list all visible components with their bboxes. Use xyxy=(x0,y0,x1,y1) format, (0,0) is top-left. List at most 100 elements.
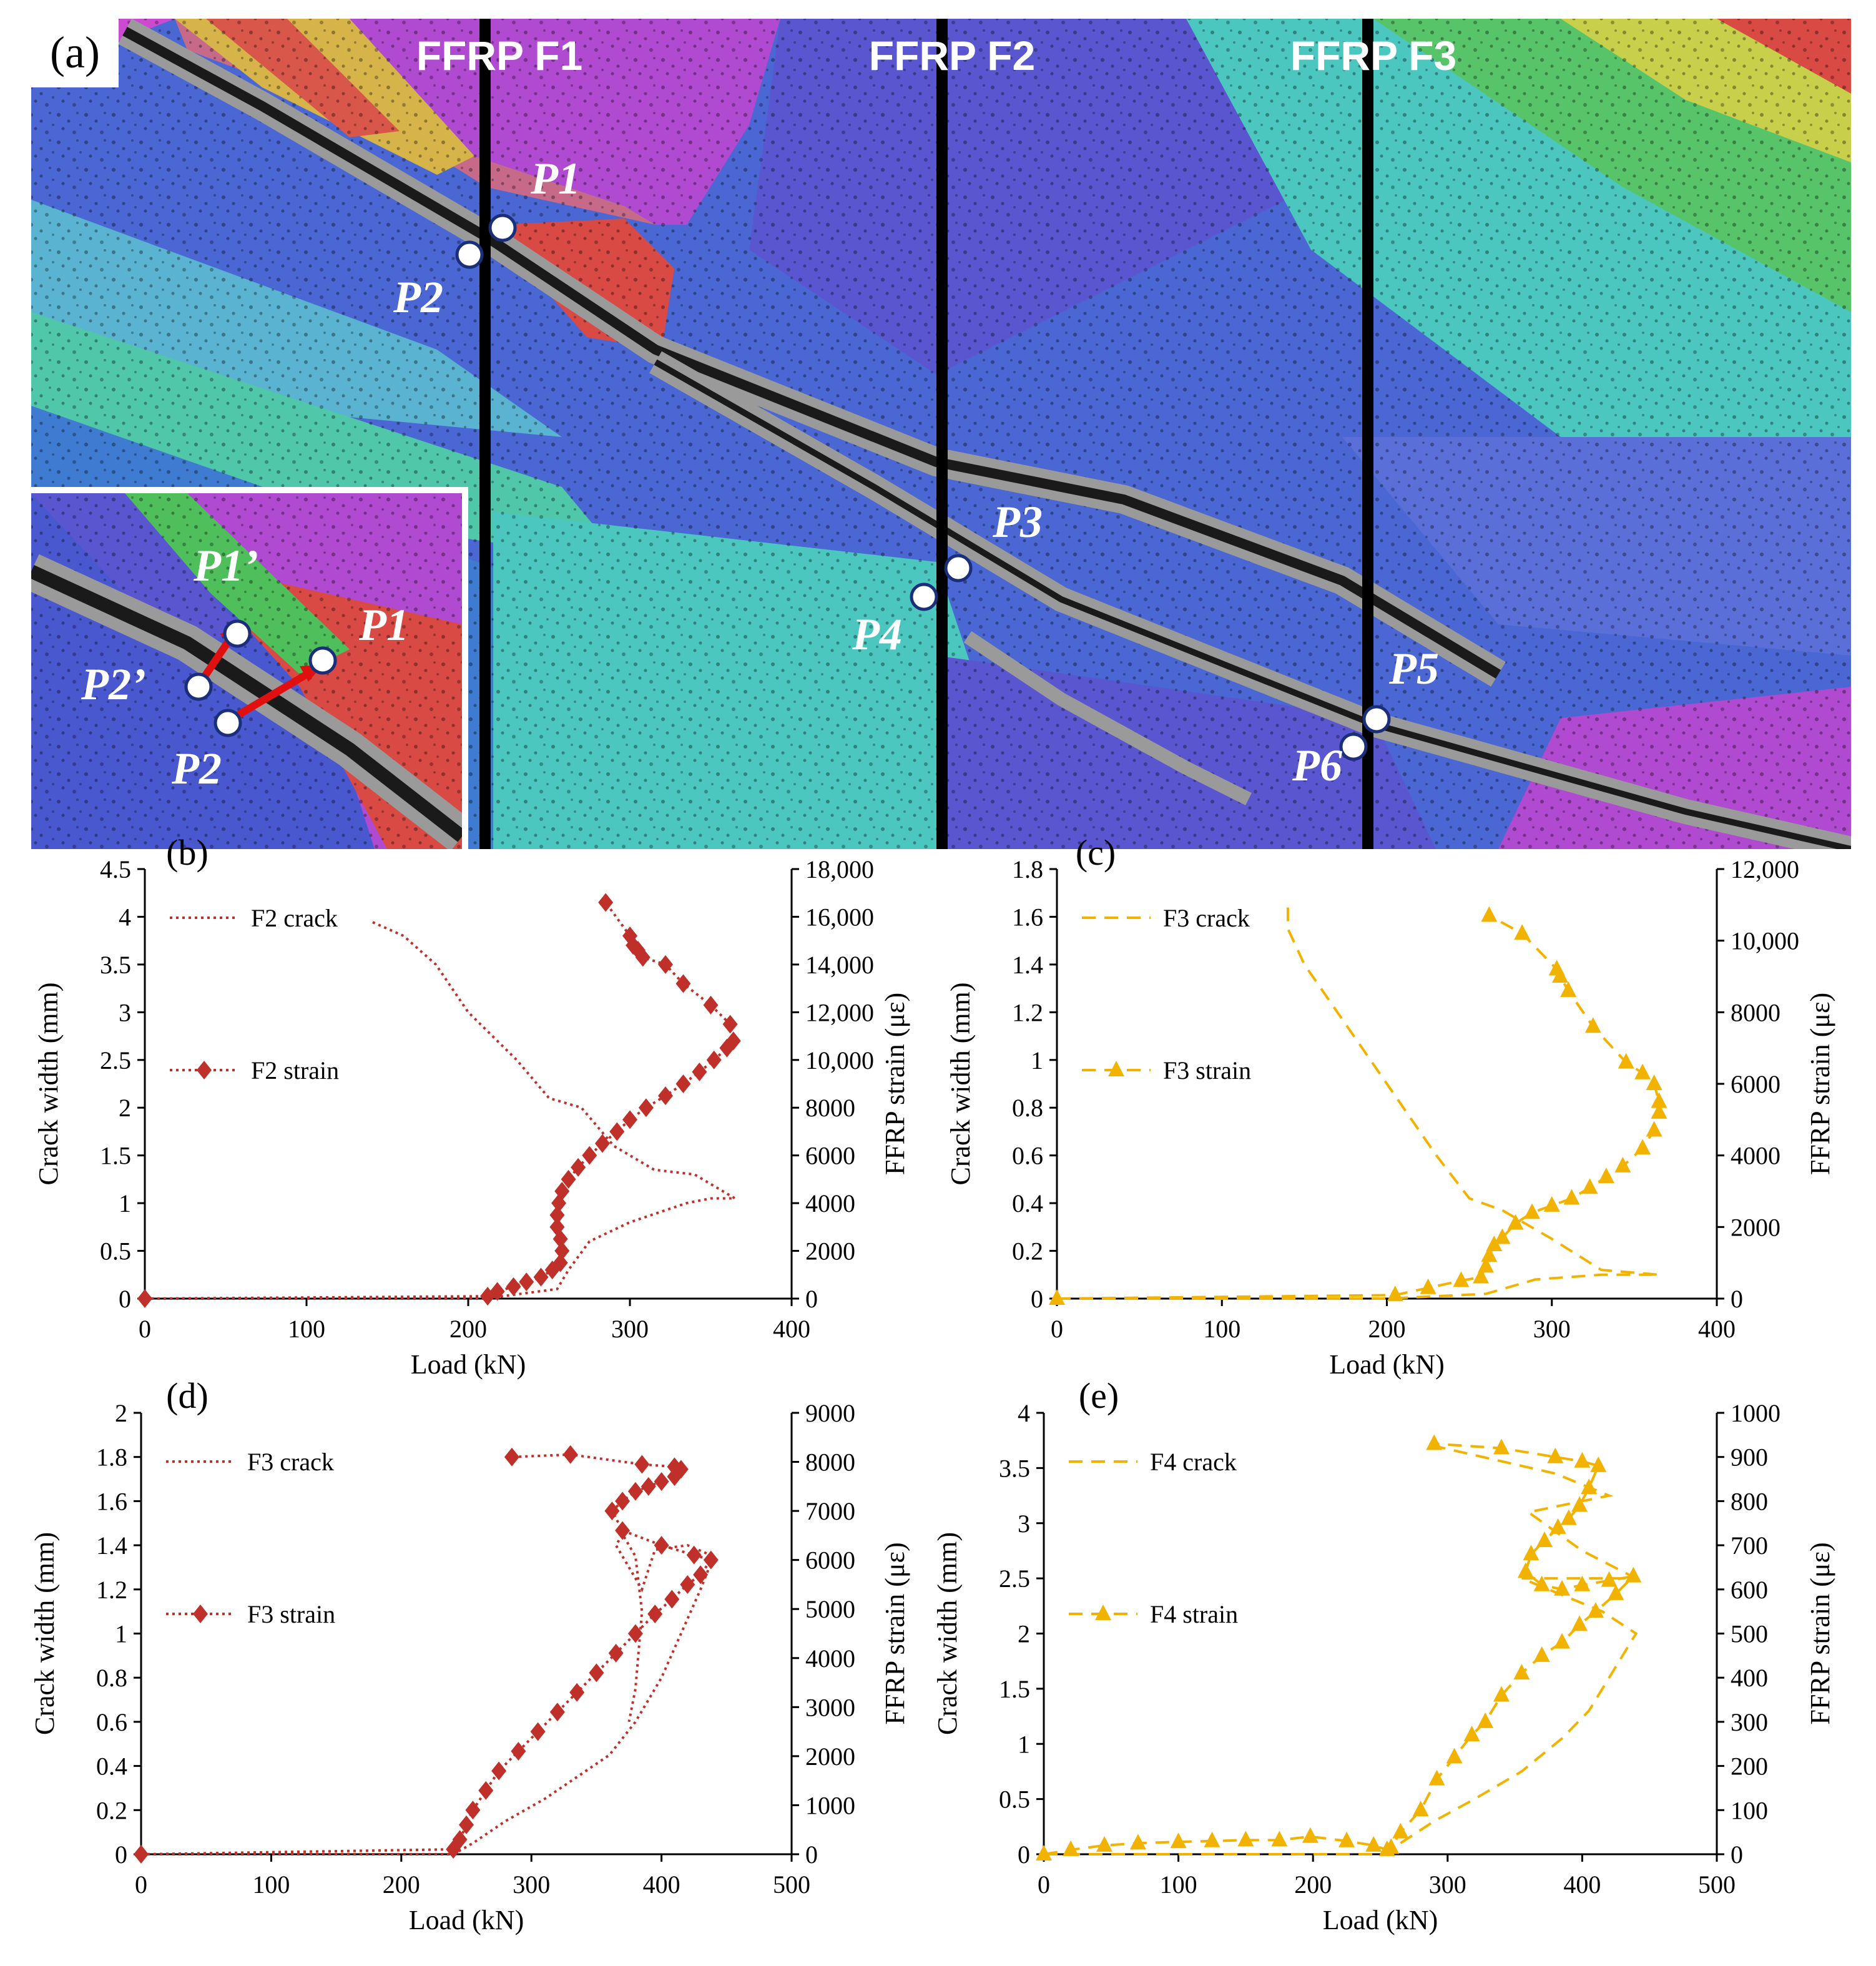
y-tick-label: 1.6 xyxy=(1012,903,1043,931)
inset-point-p2 xyxy=(214,709,242,737)
series-line-f3-strain xyxy=(140,1453,714,1855)
data-point xyxy=(511,1742,526,1761)
data-point xyxy=(1453,1271,1470,1287)
measurement-points xyxy=(455,214,1391,761)
data-point xyxy=(1584,1017,1601,1033)
data-point xyxy=(561,1169,576,1189)
y2-tick-label: 12,000 xyxy=(805,998,874,1026)
data-point xyxy=(598,893,614,912)
y2-tick-label: 0 xyxy=(1731,1841,1743,1869)
chart-2: 0 100 200 300 40000.20.40.60.811.21.41.61.80… xyxy=(945,832,1835,1380)
data-point xyxy=(1426,1434,1443,1450)
y-tick-label: 4 xyxy=(119,903,131,931)
data-point xyxy=(530,1722,546,1741)
y2-tick-label: 4000 xyxy=(805,1644,855,1673)
y-tick-label: 0.5 xyxy=(999,1786,1030,1814)
data-point xyxy=(664,1590,680,1609)
data-point xyxy=(1387,1285,1403,1302)
x-tick-label: 0 xyxy=(1038,1870,1050,1899)
data-point xyxy=(1271,1831,1288,1847)
data-point xyxy=(1618,1053,1634,1069)
data-point xyxy=(571,1157,586,1177)
y2-tick-label: 4000 xyxy=(805,1189,855,1217)
data-point xyxy=(504,1447,519,1467)
data-point xyxy=(491,1761,507,1781)
point-p6 xyxy=(1339,732,1368,761)
data-point xyxy=(554,1241,570,1261)
data-point xyxy=(1170,1832,1187,1849)
data-point xyxy=(703,995,719,1015)
data-point xyxy=(1560,981,1577,997)
data-point xyxy=(638,1098,654,1118)
y2-tick-label: 2000 xyxy=(805,1742,855,1771)
data-point xyxy=(608,1643,624,1663)
legend-label: F3 strain xyxy=(1163,1056,1251,1084)
data-point xyxy=(622,1110,637,1129)
y-tick-label: 2 xyxy=(1018,1620,1030,1648)
data-point xyxy=(1587,1602,1604,1618)
data-point xyxy=(1338,1831,1355,1847)
data-point xyxy=(533,1267,549,1287)
y-tick-label: 0 xyxy=(115,1841,127,1869)
ffrp-f1-label: FFRP F1 xyxy=(416,32,582,79)
x-tick-label: 100 xyxy=(1203,1315,1240,1343)
data-point xyxy=(1049,1289,1065,1305)
panel-label: (c) xyxy=(1076,832,1116,873)
point-p2-label: P2 xyxy=(393,272,443,322)
data-point xyxy=(1302,1827,1319,1843)
y2-tick-label: 100 xyxy=(1731,1796,1768,1824)
y2-tick-label: 10,000 xyxy=(805,1046,874,1074)
point-p4-label: P4 xyxy=(852,609,902,659)
data-point xyxy=(1563,1189,1580,1205)
inset-p1-prime-label: P1’ xyxy=(193,541,258,591)
y2-tick-label: 1000 xyxy=(805,1791,855,1819)
data-point xyxy=(693,1565,709,1585)
x-tick-label: 0 xyxy=(139,1315,151,1343)
data-point xyxy=(562,1445,578,1464)
y-tick-label: 1.8 xyxy=(96,1443,127,1472)
y-tick-label: 2 xyxy=(119,1094,131,1122)
point-p5-label: P5 xyxy=(1388,644,1439,694)
data-point xyxy=(1601,1571,1618,1587)
point-p3 xyxy=(944,554,973,582)
data-point xyxy=(549,1703,565,1722)
y-tick-label: 1 xyxy=(119,1189,131,1217)
data-point xyxy=(615,1492,631,1511)
panel-label: (e) xyxy=(1079,1375,1119,1416)
data-point xyxy=(1543,1196,1560,1212)
y-tick-label: 1.5 xyxy=(999,1675,1030,1703)
data-point xyxy=(1486,1236,1503,1251)
x-tick-label: 200 xyxy=(1294,1870,1332,1899)
series-line-f4-strain xyxy=(1043,1442,1638,1855)
data-point xyxy=(1237,1831,1254,1847)
data-point xyxy=(1554,1633,1571,1649)
legend-label: F4 strain xyxy=(1150,1600,1238,1628)
data-point xyxy=(1533,1575,1550,1591)
x-tick-label: 200 xyxy=(449,1315,487,1343)
y-tick-label: 1.2 xyxy=(1012,998,1043,1026)
data-point xyxy=(1547,1447,1564,1463)
point-p3-label: P3 xyxy=(992,497,1043,547)
y-tick-label: 0.8 xyxy=(96,1664,127,1692)
data-point xyxy=(465,1801,481,1820)
y-tick-label: 3 xyxy=(1018,1510,1030,1538)
data-point xyxy=(1536,1531,1553,1548)
data-point xyxy=(1446,1747,1463,1764)
x-tick-label: 0 xyxy=(1051,1315,1063,1343)
inset-point-p1 xyxy=(308,646,337,675)
series-line-f3-crack xyxy=(141,1531,715,1855)
data-point xyxy=(634,1455,650,1474)
y2-tick-label: 300 xyxy=(1731,1708,1768,1736)
point-p5 xyxy=(1362,705,1391,734)
inset-point-p2-prime xyxy=(184,672,213,701)
x-tick-label: 100 xyxy=(288,1315,325,1343)
y2-tick-label: 8000 xyxy=(805,1448,855,1477)
y-tick-label: 0.6 xyxy=(1012,1142,1043,1170)
data-point xyxy=(1129,1834,1146,1850)
legend-marker xyxy=(193,1605,208,1623)
y-tick-label: 2.5 xyxy=(100,1046,131,1074)
y-tick-label: 1.6 xyxy=(96,1487,127,1515)
y-tick-label: 1.4 xyxy=(1012,951,1043,979)
y-tick-label: 2 xyxy=(115,1399,127,1427)
